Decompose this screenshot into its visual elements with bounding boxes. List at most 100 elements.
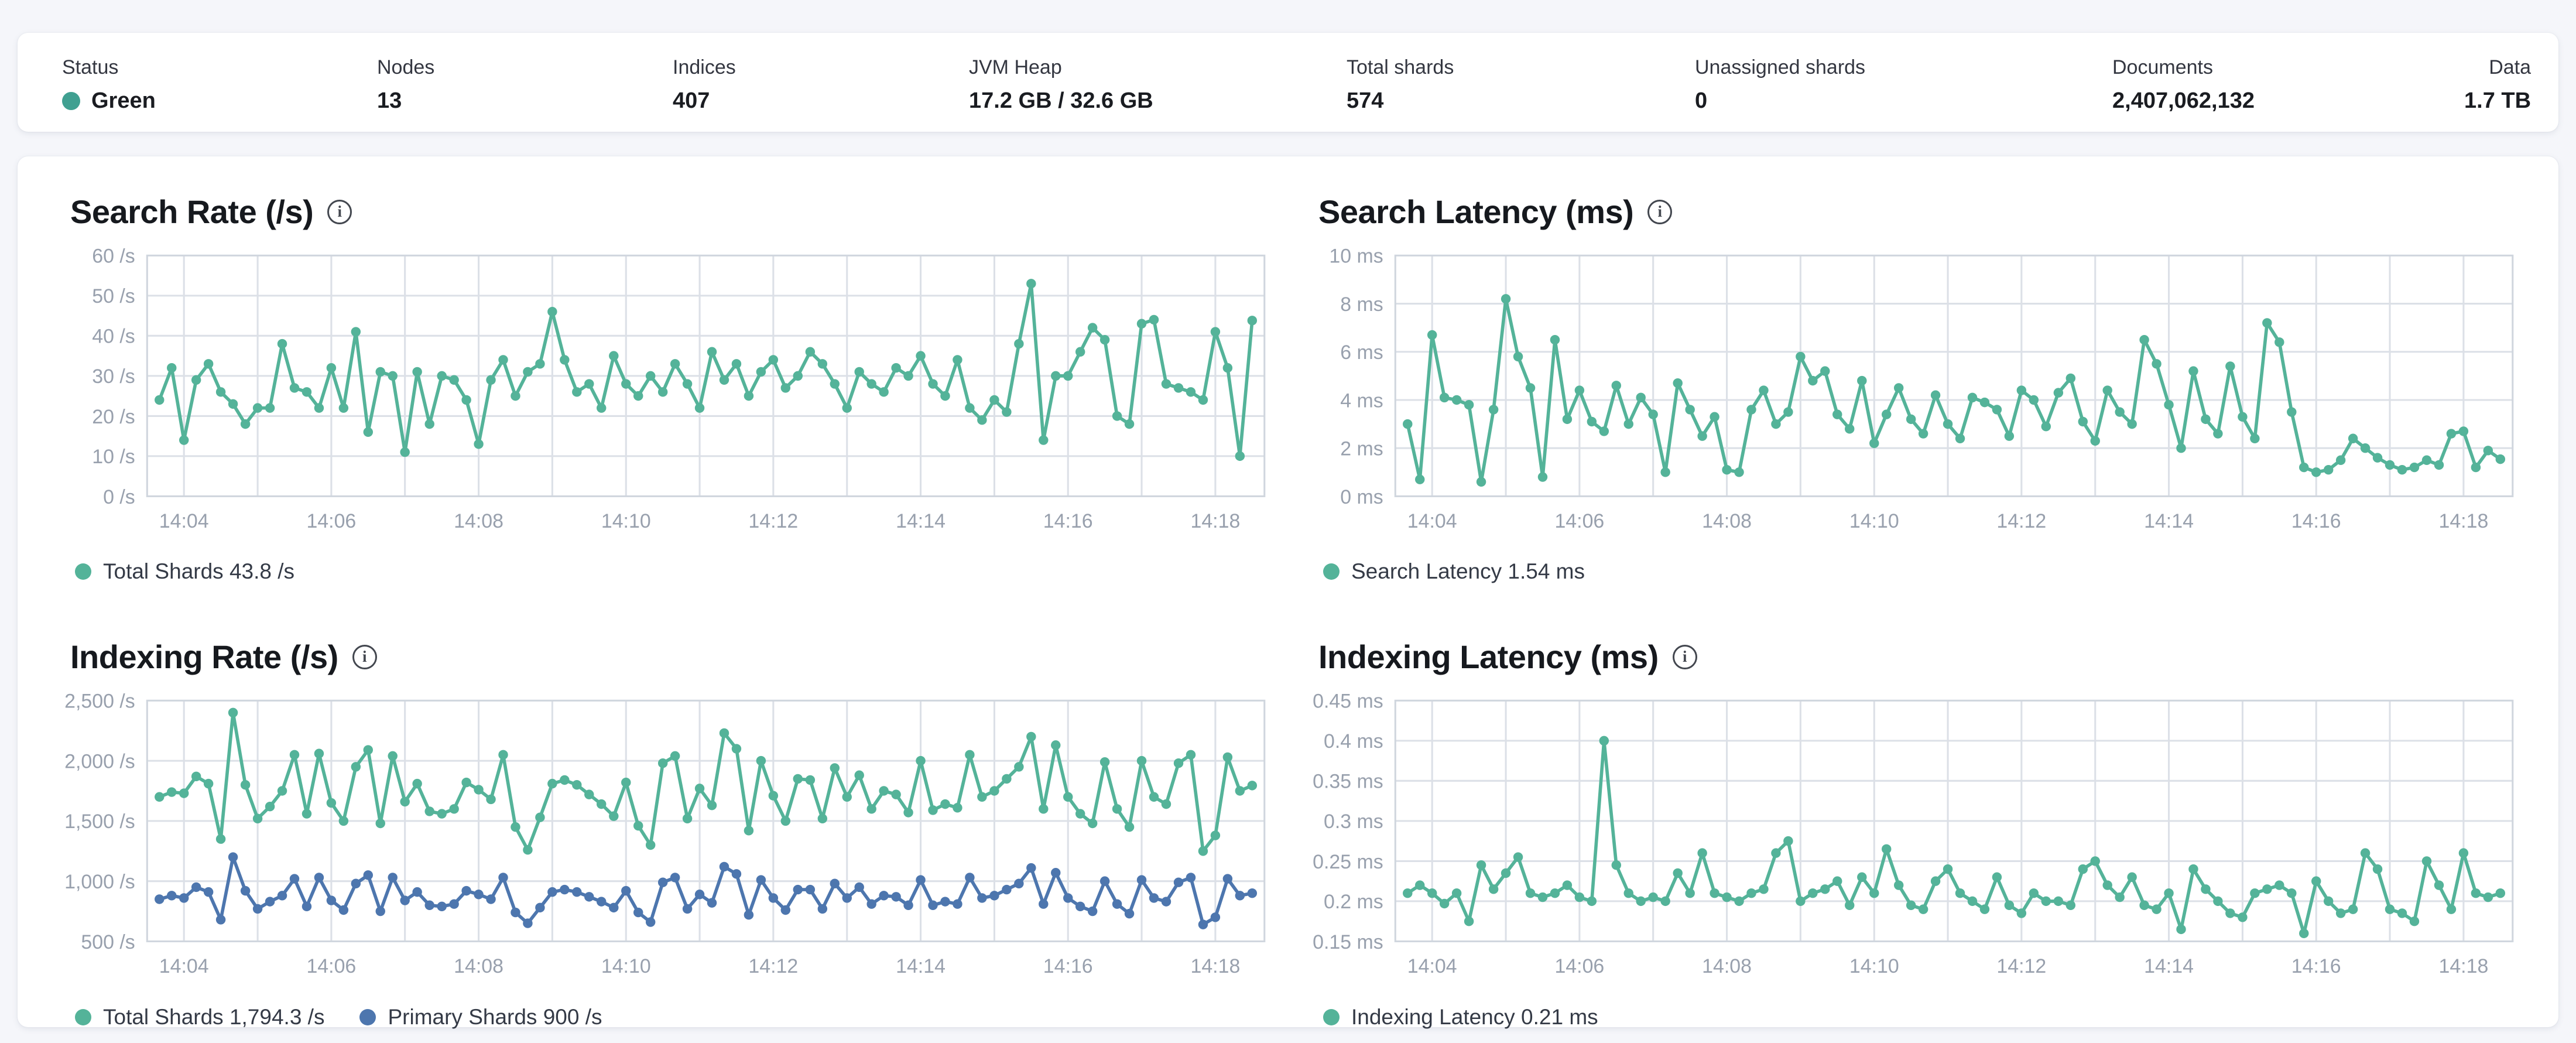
series-point xyxy=(2004,900,2015,911)
series-point xyxy=(2348,433,2358,443)
series-point xyxy=(314,873,324,883)
series-point xyxy=(780,816,791,826)
info-icon[interactable]: i xyxy=(327,199,352,224)
series-point xyxy=(1014,762,1024,772)
series-point xyxy=(326,363,337,373)
metric-label: Indices xyxy=(673,56,736,78)
series-point xyxy=(179,893,189,903)
legend-item[interactable]: Indexing Latency 0.21 ms xyxy=(1323,1005,1598,1030)
series-point xyxy=(2335,455,2346,465)
series-point xyxy=(2446,904,2457,915)
series-point xyxy=(657,387,668,397)
series-point xyxy=(535,812,545,823)
legend-item[interactable]: Total Shards 43.8 /s xyxy=(75,559,294,584)
y-tick-label: 60 /s xyxy=(92,248,135,268)
series-point xyxy=(1611,381,1622,391)
search-latency-chart-canvas[interactable]: 0 ms 2 ms 4 ms 6 ms 8 ms 10 ms 14:04 14:06 14:08… xyxy=(1302,248,2517,536)
search-rate-legend: Total Shards 43.8 /s xyxy=(54,559,1269,584)
series-point xyxy=(805,885,816,895)
series-point xyxy=(756,875,766,885)
metric-label: Unassigned shards xyxy=(1695,56,1866,78)
series-point xyxy=(265,802,275,812)
y-tick-label: 1,000 /s xyxy=(64,871,135,893)
series-point xyxy=(953,355,962,365)
x-tick-label: 14:08 xyxy=(1702,510,1752,532)
legend-item[interactable]: Total Shards 1,794.3 /s xyxy=(75,1005,324,1030)
series-point xyxy=(1149,792,1159,802)
x-tick-label: 14:18 xyxy=(2438,955,2488,977)
y-tick-label: 0.35 ms xyxy=(1313,771,1383,793)
series-point xyxy=(486,894,496,904)
series-point xyxy=(633,908,643,918)
series-point xyxy=(1857,872,1867,883)
series-point xyxy=(2250,888,2260,898)
series-point xyxy=(2078,864,2088,874)
series-point xyxy=(155,395,165,405)
series-point xyxy=(928,900,938,911)
plot-area xyxy=(146,254,1266,497)
series-point xyxy=(1587,896,1597,907)
series-point xyxy=(252,403,263,413)
indexing-rate-chart-canvas[interactable]: 500 /s 1,000 /s 1,500 /s 2,000 /s 2,500 /s 14… xyxy=(54,693,1269,981)
series-point xyxy=(2152,904,2161,915)
series-point xyxy=(523,845,533,855)
series-point xyxy=(215,387,226,397)
y-tick-label: 0.25 ms xyxy=(1313,851,1383,873)
series-point xyxy=(621,886,631,896)
legend-item[interactable]: Search Latency 1.54 ms xyxy=(1323,559,1585,584)
chart-search-latency: Search Latency (ms) i 0 ms 2 ms 4 ms 6 ms 8 … xyxy=(1302,193,2517,584)
series-point xyxy=(854,367,864,377)
series-point xyxy=(1039,435,1049,445)
metric-label: Documents xyxy=(2112,56,2213,78)
y-tick-label: 30 /s xyxy=(92,365,135,388)
x-tick-label: 14:10 xyxy=(601,955,651,977)
series-point xyxy=(289,750,300,760)
series-point xyxy=(400,447,410,457)
search-rate-chart-canvas[interactable]: 0 /s 10 /s 20 /s 30 /s 40 /s 50 /s 60 /s 14:04 1… xyxy=(54,248,1269,536)
series-point xyxy=(412,887,422,897)
info-icon[interactable]: i xyxy=(1647,199,1673,224)
info-icon[interactable]: i xyxy=(352,644,377,669)
series-point xyxy=(547,306,557,317)
series-point xyxy=(891,363,901,373)
series-point xyxy=(1808,888,1818,898)
series-point xyxy=(670,751,680,761)
series-point xyxy=(1906,414,1916,425)
series-point xyxy=(167,787,177,798)
series-point xyxy=(866,899,876,909)
series-point xyxy=(1550,334,1560,345)
series-line xyxy=(1406,297,2502,484)
x-tick-label: 14:10 xyxy=(1849,955,1899,977)
series-color-dot-icon xyxy=(1323,1008,1340,1025)
series-point xyxy=(1235,786,1245,796)
series-point xyxy=(326,798,337,808)
series-point xyxy=(203,779,214,789)
series-point xyxy=(511,391,520,401)
series-point xyxy=(2213,896,2223,907)
series-point xyxy=(2115,892,2125,902)
series-point xyxy=(1759,385,1769,395)
series-point xyxy=(2372,453,2383,463)
series-point xyxy=(817,813,828,824)
info-icon[interactable]: i xyxy=(1672,644,1697,669)
series-point xyxy=(744,391,754,401)
series-point xyxy=(805,775,816,785)
series-point xyxy=(682,813,693,824)
metric-label: Nodes xyxy=(377,56,435,78)
indexing-latency-chart-canvas[interactable]: 0.15 ms 0.2 ms 0.25 ms 0.3 ms 0.35 ms 0.4 ms 0… xyxy=(1302,693,2517,981)
series-point xyxy=(621,379,631,389)
series-point xyxy=(768,355,779,365)
x-tick-label: 14:16 xyxy=(1043,510,1093,532)
series-point xyxy=(1415,880,1425,891)
series-point xyxy=(1722,892,1732,902)
series-point xyxy=(1415,474,1425,484)
series-point xyxy=(1087,323,1098,333)
series-point xyxy=(1136,875,1147,885)
series-point xyxy=(609,351,619,361)
legend-item[interactable]: Primary Shards 900 /s xyxy=(359,1005,602,1030)
series-point xyxy=(1186,387,1196,397)
series-point xyxy=(547,887,557,897)
series-point xyxy=(1039,899,1049,909)
series-point xyxy=(302,387,312,397)
indexing-latency-legend: Indexing Latency 0.21 ms xyxy=(1302,1005,2517,1030)
